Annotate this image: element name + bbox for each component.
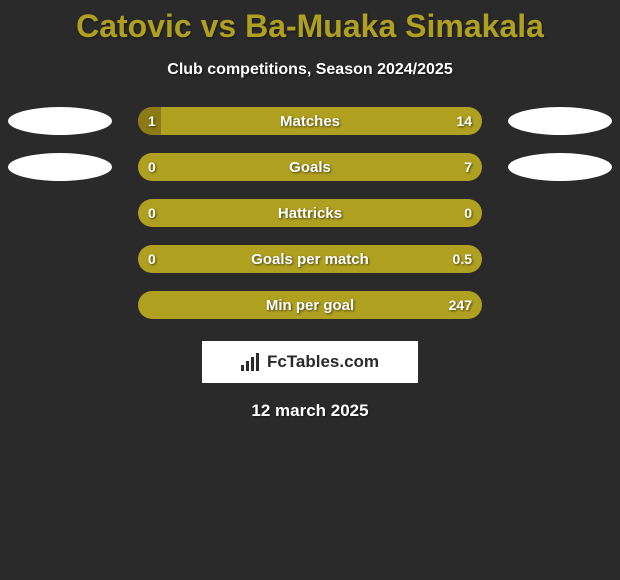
- player-right-bubble: [508, 107, 612, 135]
- stat-bar-bg: 114Matches: [138, 107, 482, 135]
- stats-container: 114Matches 07Goals 00Hattricks 00.5Goals pe…: [0, 107, 620, 319]
- chart-icon: [241, 353, 261, 371]
- stat-bar: 00Hattricks: [138, 199, 482, 227]
- source-logo-text: FcTables.com: [267, 352, 379, 372]
- stat-row: 00Hattricks: [0, 199, 620, 227]
- stat-row: 00.5Goals per match: [0, 245, 620, 273]
- stat-bar: 247Min per goal: [138, 291, 482, 319]
- stat-bar-bg: 00Hattricks: [138, 199, 482, 227]
- stat-bar: 00.5Goals per match: [138, 245, 482, 273]
- stat-label: Matches: [138, 107, 482, 135]
- stat-bar-bg: 247Min per goal: [138, 291, 482, 319]
- stat-row: 247Min per goal: [0, 291, 620, 319]
- stat-bar-bg: 07Goals: [138, 153, 482, 181]
- player-right-bubble: [508, 153, 612, 181]
- stat-label: Hattricks: [138, 199, 482, 227]
- player-left-bubble: [8, 153, 112, 181]
- stat-label: Goals: [138, 153, 482, 181]
- stat-bar-bg: 00.5Goals per match: [138, 245, 482, 273]
- player-left-bubble: [8, 107, 112, 135]
- stat-bar: 114Matches: [138, 107, 482, 135]
- comparison-title: Catovic vs Ba-Muaka Simakala: [0, 0, 620, 45]
- source-logo-card: FcTables.com: [202, 341, 418, 383]
- stat-label: Goals per match: [138, 245, 482, 273]
- stat-row: 114Matches: [0, 107, 620, 135]
- comparison-date: 12 march 2025: [0, 401, 620, 421]
- stat-row: 07Goals: [0, 153, 620, 181]
- comparison-subtitle: Club competitions, Season 2024/2025: [0, 61, 620, 79]
- stat-bar: 07Goals: [138, 153, 482, 181]
- stat-label: Min per goal: [138, 291, 482, 319]
